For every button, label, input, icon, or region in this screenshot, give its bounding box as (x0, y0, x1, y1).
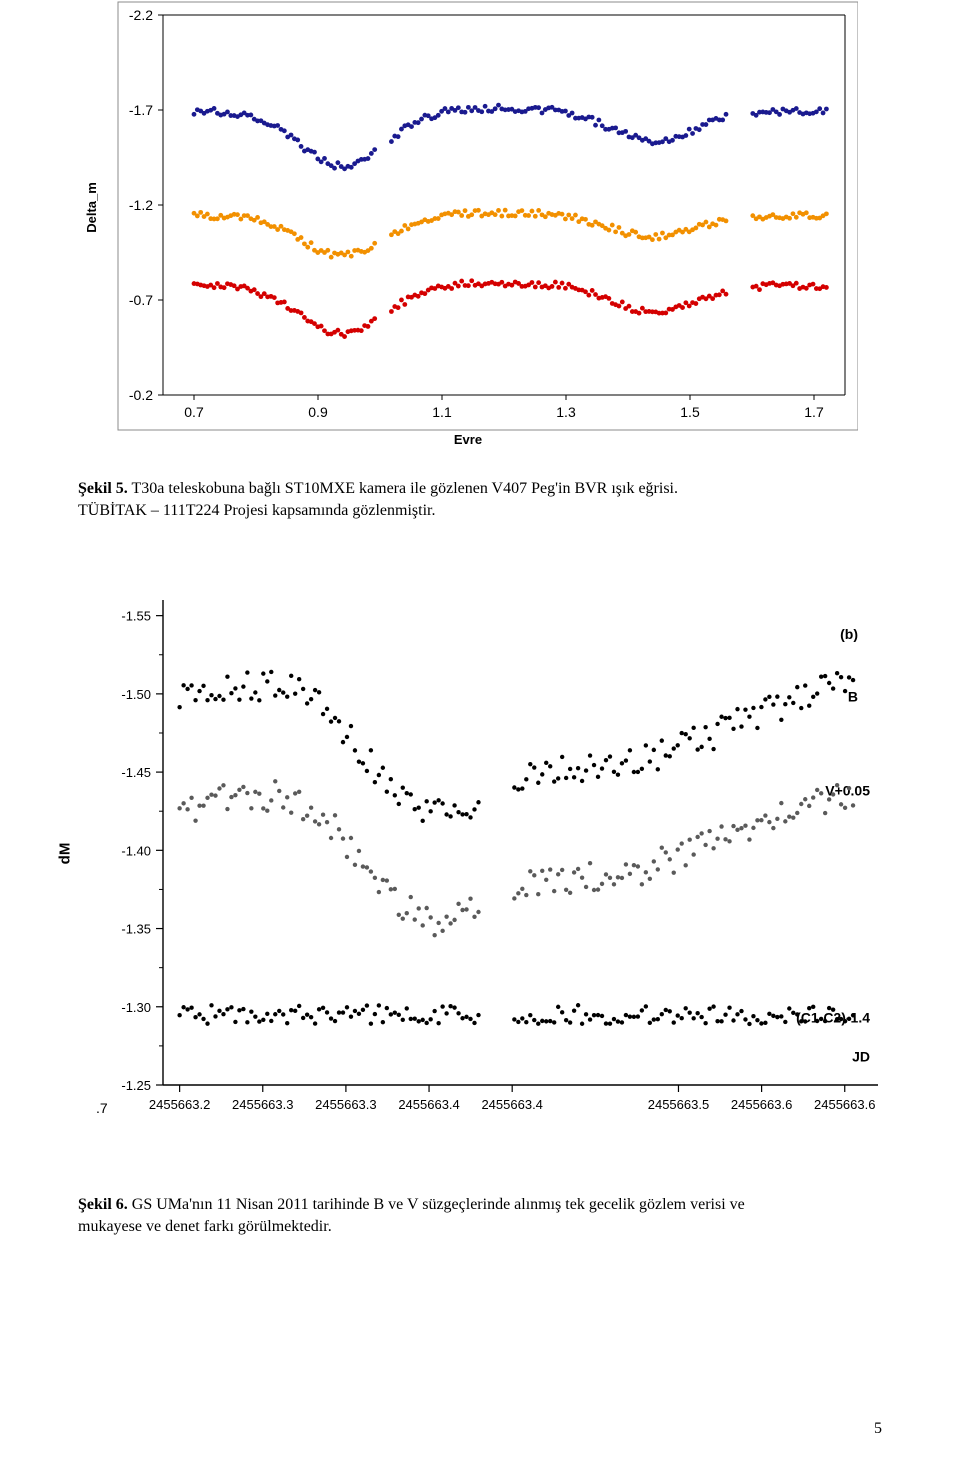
chart1-svg: -2.2 -1.7 -1.2 -0.7 -0.2 0.7 0.9 1.1 1.3 1.5 1.7 (78, 0, 858, 455)
svg-text:-1.35: -1.35 (121, 922, 151, 937)
svg-text:-2.2: -2.2 (129, 7, 153, 23)
chart2-y-label: dM (56, 843, 73, 865)
svg-text:1.7: 1.7 (804, 404, 824, 420)
svg-text:-1.30: -1.30 (121, 1000, 151, 1015)
svg-text:0.7: 0.7 (184, 404, 204, 420)
caption-1-text-b: TÜBİTAK – 111T224 Projesi kapsamında göz… (78, 502, 435, 519)
svg-text:1.5: 1.5 (680, 404, 700, 420)
svg-text:-1.40: -1.40 (121, 843, 151, 858)
svg-text:-1.2: -1.2 (129, 197, 153, 213)
svg-text:1.1: 1.1 (432, 404, 452, 420)
caption-1: Şekil 5. T30a teleskobuna bağlı ST10MXE … (78, 478, 888, 521)
svg-text:2455663.2: 2455663.2 (149, 1097, 210, 1112)
svg-text:2455663.4: 2455663.4 (398, 1097, 459, 1112)
svg-text:-0.2: -0.2 (129, 387, 153, 403)
svg-text:2455663.6: 2455663.6 (731, 1097, 792, 1112)
svg-text:-1.45: -1.45 (121, 765, 151, 780)
svg-text:2455663.5: 2455663.5 (648, 1097, 709, 1112)
svg-text:JD: JD (852, 1049, 870, 1065)
svg-text:(b): (b) (840, 626, 858, 642)
caption-2-text-a: GS UMa'nın 11 Nisan 2011 tarihinde B ve … (128, 1196, 745, 1213)
svg-text:B: B (848, 689, 858, 705)
caption-1-label: Şekil 5. (78, 480, 128, 497)
chart2-corner-label: .7 (96, 1100, 108, 1116)
svg-text:-0.7: -0.7 (129, 292, 153, 308)
svg-text:2455663.4: 2455663.4 (481, 1097, 542, 1112)
chart2-container: -1.55 -1.50 -1.45 -1.40 -1.35 -1.30 -1.25 24556… (78, 590, 888, 1130)
chart2-svg: -1.55 -1.50 -1.45 -1.40 -1.35 -1.30 -1.25 24556… (78, 590, 888, 1130)
svg-text:-1.7: -1.7 (129, 102, 153, 118)
chart1-container: -2.2 -1.7 -1.2 -0.7 -0.2 0.7 0.9 1.1 1.3 1.5 1.7 D… (78, 0, 858, 455)
svg-text:2455663.3: 2455663.3 (315, 1097, 376, 1112)
caption-2-label: Şekil 6. (78, 1196, 128, 1213)
svg-text:2455663.3: 2455663.3 (232, 1097, 293, 1112)
chart1-x-label: Evre (78, 432, 858, 447)
chart1-y-label: Delta_m (84, 182, 99, 233)
svg-text:-1.50: -1.50 (121, 687, 151, 702)
svg-text:1.3: 1.3 (556, 404, 576, 420)
svg-text:-1.25: -1.25 (121, 1078, 151, 1093)
caption-2: Şekil 6. GS UMa'nın 11 Nisan 2011 tarihi… (78, 1194, 888, 1237)
svg-text:0.9: 0.9 (308, 404, 328, 420)
svg-text:-1.55: -1.55 (121, 609, 151, 624)
caption-1-text-a: T30a teleskobuna bağlı ST10MXE kamera il… (128, 480, 678, 497)
page-number: 5 (874, 1420, 882, 1438)
svg-text:2455663.6: 2455663.6 (814, 1097, 875, 1112)
caption-2-text-b: mukayese ve denet farkı görülmektedir. (78, 1218, 332, 1235)
